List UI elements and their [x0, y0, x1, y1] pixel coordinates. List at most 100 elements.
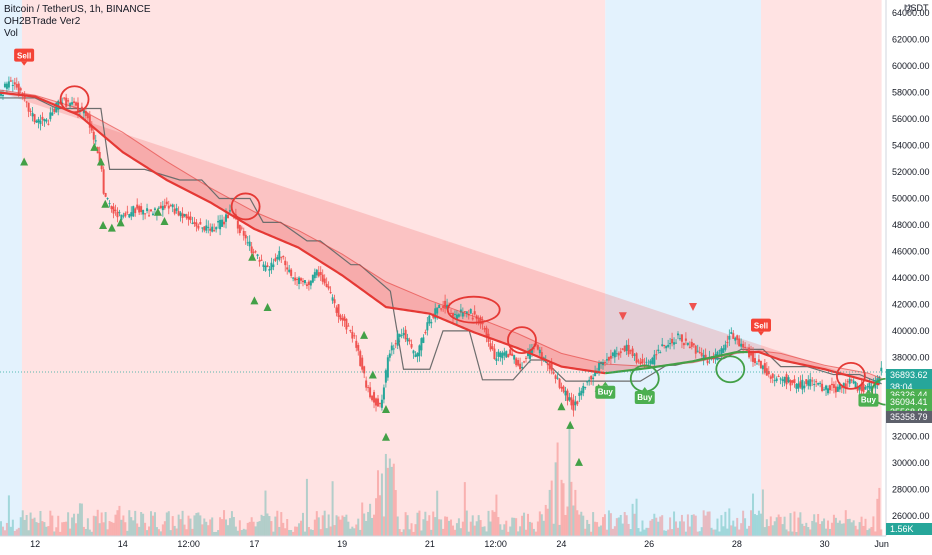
- candle-body: [376, 398, 379, 407]
- volume-bar: [556, 442, 559, 536]
- candle-body: [513, 355, 516, 360]
- candle-body: [805, 379, 808, 385]
- volume-bar: [17, 527, 20, 536]
- regime-zone-bear: [760, 0, 882, 536]
- candle-body: [834, 386, 837, 393]
- volume-bar: [294, 526, 297, 536]
- volume-bar: [268, 516, 271, 536]
- volume-bar: [852, 520, 855, 536]
- candle-body: [438, 304, 441, 309]
- settings-icon[interactable]: ⚙: [903, 2, 914, 16]
- volume-bar: [134, 510, 137, 536]
- candle-body: [9, 80, 12, 82]
- volume-bar: [710, 527, 713, 536]
- candle-body: [728, 335, 731, 340]
- volume-bar: [677, 527, 680, 536]
- candle-body: [355, 340, 358, 348]
- volume-bar: [799, 512, 802, 536]
- candle-body: [532, 348, 535, 350]
- volume-bar: [757, 510, 760, 536]
- volume-bar: [207, 525, 210, 536]
- volume-bar: [477, 515, 480, 536]
- volume-bar: [550, 480, 553, 536]
- up-triangle: [250, 296, 259, 305]
- volume-bar: [165, 512, 168, 536]
- buy-signal: Buy: [634, 387, 655, 405]
- volume-bar: [779, 516, 782, 536]
- volume-bar: [398, 529, 401, 536]
- volume-bar: [600, 525, 603, 536]
- volume-bar: [138, 526, 141, 536]
- volume-bar: [653, 513, 656, 536]
- candle-body: [396, 333, 399, 346]
- candle-body: [465, 311, 468, 314]
- volume-bar: [238, 520, 241, 536]
- volume-bar: [716, 518, 719, 536]
- volume-bar: [288, 529, 291, 536]
- volume-bar: [128, 510, 131, 536]
- candle-body: [296, 279, 299, 281]
- volume-bar: [532, 528, 535, 536]
- volume-bar: [617, 517, 620, 536]
- candle-body: [183, 213, 186, 217]
- volume-bar: [236, 530, 239, 536]
- volume-bar: [69, 528, 72, 536]
- candle-body: [678, 338, 681, 340]
- candle-body: [223, 221, 226, 225]
- candle-body: [450, 313, 453, 315]
- candle-body: [663, 345, 666, 347]
- volume-bar: [521, 515, 524, 536]
- candle-body: [151, 213, 154, 216]
- volume-bar: [718, 531, 721, 536]
- candle-body: [29, 110, 32, 112]
- volume-bar: [380, 473, 383, 536]
- volume-bar: [157, 529, 160, 536]
- buy-label-text: Buy: [861, 396, 877, 405]
- candle-body: [371, 395, 374, 401]
- candle-body: [700, 352, 703, 356]
- candle-body: [777, 376, 780, 378]
- volume-bar: [815, 522, 818, 536]
- volume-bar: [153, 512, 156, 536]
- candle-body: [191, 222, 194, 224]
- candle-body: [682, 343, 685, 346]
- volume-bar: [819, 523, 822, 536]
- candle-body: [359, 351, 362, 366]
- volume-bar: [82, 526, 85, 536]
- regime-zone-bear: [21, 0, 606, 536]
- candle-body: [453, 313, 456, 315]
- candle-body: [301, 280, 304, 283]
- candle-body: [578, 392, 581, 396]
- volume-bar: [680, 514, 683, 536]
- volume-bar: [519, 526, 522, 536]
- buy-label-box: [858, 393, 879, 407]
- volume-bar: [493, 511, 496, 536]
- volume-bar: [752, 493, 755, 536]
- candle-body: [560, 386, 563, 389]
- candle-body: [422, 337, 425, 343]
- candle-body: [116, 211, 119, 218]
- volume-bar: [489, 521, 492, 536]
- candle-body: [361, 357, 364, 370]
- volume-bar: [690, 514, 693, 536]
- candle-body: [485, 327, 488, 337]
- volume-bar: [0, 521, 2, 536]
- candle-body: [736, 335, 739, 340]
- candle-body: [633, 354, 636, 356]
- volume-bar: [513, 517, 516, 536]
- candle-body: [495, 358, 498, 361]
- candle-body: [76, 102, 79, 112]
- x-tick-label: 26: [644, 539, 654, 549]
- currency-label: USDT: [904, 3, 929, 13]
- regime-zone-bull: [605, 0, 761, 536]
- volume-bar: [351, 526, 354, 536]
- candle-body: [298, 277, 301, 284]
- x-tick-label: 12: [30, 539, 40, 549]
- volume-bar: [33, 517, 36, 536]
- volume-bar: [21, 510, 24, 536]
- candle-body: [546, 364, 549, 366]
- candle-body: [757, 359, 760, 363]
- candle-body: [653, 354, 656, 365]
